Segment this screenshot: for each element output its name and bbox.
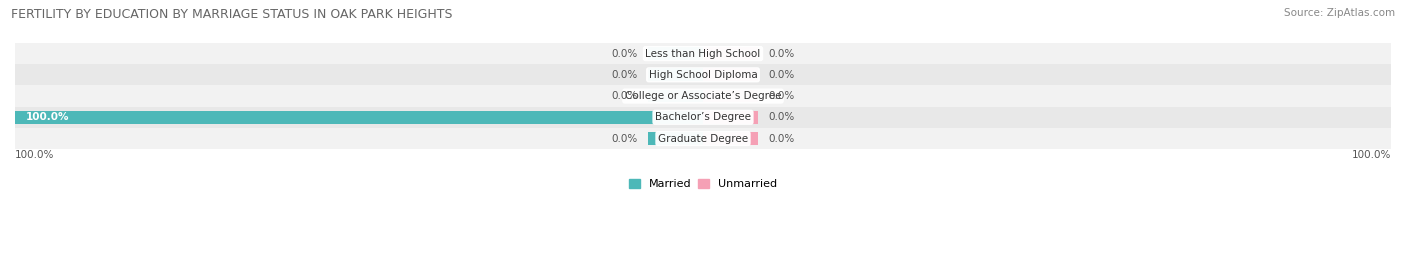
Text: Less than High School: Less than High School xyxy=(645,49,761,59)
Text: 0.0%: 0.0% xyxy=(612,70,638,80)
Text: Source: ZipAtlas.com: Source: ZipAtlas.com xyxy=(1284,8,1395,18)
Text: 0.0%: 0.0% xyxy=(768,112,794,122)
Bar xyxy=(648,68,703,81)
Text: 100.0%: 100.0% xyxy=(25,112,69,122)
Text: 100.0%: 100.0% xyxy=(1351,150,1391,160)
Bar xyxy=(648,90,703,102)
Text: 0.0%: 0.0% xyxy=(768,133,794,144)
Bar xyxy=(703,111,758,124)
Bar xyxy=(648,132,703,145)
Bar xyxy=(15,128,1391,149)
Bar xyxy=(15,111,703,124)
Text: High School Diploma: High School Diploma xyxy=(648,70,758,80)
Bar xyxy=(703,47,758,60)
Text: 0.0%: 0.0% xyxy=(768,49,794,59)
Text: 0.0%: 0.0% xyxy=(612,91,638,101)
Bar xyxy=(703,90,758,102)
Text: Bachelor’s Degree: Bachelor’s Degree xyxy=(655,112,751,122)
Bar xyxy=(15,86,1391,107)
Bar xyxy=(15,64,1391,86)
Text: College or Associate’s Degree: College or Associate’s Degree xyxy=(624,91,782,101)
Text: 0.0%: 0.0% xyxy=(768,70,794,80)
Bar xyxy=(15,43,1391,64)
Text: 0.0%: 0.0% xyxy=(612,49,638,59)
Bar xyxy=(15,107,1391,128)
Legend: Married, Unmarried: Married, Unmarried xyxy=(624,174,782,193)
Bar xyxy=(703,68,758,81)
Text: 100.0%: 100.0% xyxy=(15,150,55,160)
Bar xyxy=(648,47,703,60)
Bar xyxy=(703,132,758,145)
Text: 0.0%: 0.0% xyxy=(612,133,638,144)
Text: Graduate Degree: Graduate Degree xyxy=(658,133,748,144)
Text: FERTILITY BY EDUCATION BY MARRIAGE STATUS IN OAK PARK HEIGHTS: FERTILITY BY EDUCATION BY MARRIAGE STATU… xyxy=(11,8,453,21)
Text: 0.0%: 0.0% xyxy=(768,91,794,101)
